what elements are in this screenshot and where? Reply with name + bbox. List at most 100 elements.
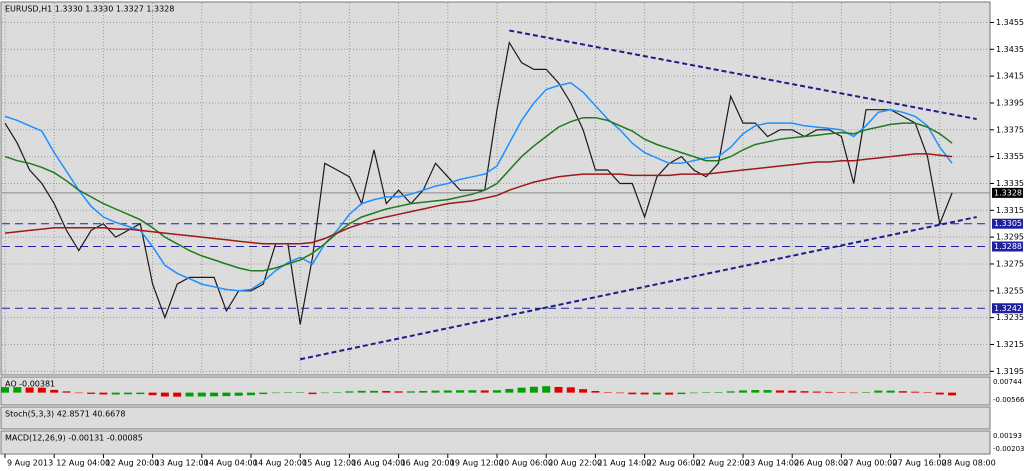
ao-bar [345, 391, 354, 393]
ao-bar [308, 392, 317, 395]
x-tick-label: 14 Aug 04:00 [204, 459, 258, 468]
ao-bar [726, 391, 735, 393]
x-tick-label: 26 Aug 08:00 [794, 459, 848, 468]
level-label: 1.3288 [994, 242, 1022, 251]
x-tick-label: 27 Aug 00:00 [843, 459, 897, 468]
y-tick-label: 1.3315 [996, 206, 1024, 215]
ao-bar [468, 390, 477, 393]
stoch-title: Stoch(5,3,3) 42.8571 40.6678 [5, 410, 125, 419]
indicator-tick-label: -0.00203 [993, 445, 1024, 453]
ao-bar [874, 390, 883, 393]
y-tick-label: 1.3455 [996, 18, 1024, 27]
ao-bar [566, 387, 575, 393]
ao-bar [456, 390, 465, 393]
x-tick-label: 20 Aug 22:00 [548, 459, 602, 468]
ao-bar [800, 391, 809, 393]
x-tick-label: 19 Aug 12:00 [450, 459, 504, 468]
price-line [4, 40, 953, 325]
ao-bar [529, 386, 538, 393]
y-tick-label: 1.3415 [996, 72, 1024, 81]
ao-bar [1, 387, 9, 393]
ao-bar [591, 390, 600, 393]
ao-bar [210, 392, 219, 397]
ao-bar [370, 390, 378, 393]
ao-bar [849, 392, 858, 394]
ao-bar [862, 392, 870, 393]
ao-bar [160, 392, 169, 397]
ao-bar [382, 390, 391, 393]
ao-bar [886, 390, 895, 393]
macd-title: MACD(12,26,9) -0.00131 -0.00085 [5, 434, 143, 443]
indicator-tick-label: 0.00193 [993, 432, 1022, 440]
ao-bar [554, 386, 563, 393]
ao-bar [320, 392, 329, 394]
macd-panel [0, 430, 991, 455]
main-panel [0, 1, 991, 376]
trendline [299, 216, 977, 361]
ao-bar [148, 392, 157, 396]
indicator-tick-label: 0.00744 [993, 378, 1022, 386]
ao-bar [111, 392, 120, 395]
ao-bar [259, 392, 268, 395]
x-tick-label: 12 Aug 04:00 [56, 459, 110, 468]
ao-bar [87, 392, 96, 394]
x-tick-label: 16 Aug 04:00 [351, 459, 405, 468]
ao-bar [775, 390, 784, 393]
y-tick-label: 1.3215 [996, 340, 1024, 349]
ao-bar [616, 392, 624, 394]
ao-bar [739, 390, 747, 393]
ao-bar [50, 389, 59, 393]
y-tick-label: 1.3195 [996, 367, 1024, 376]
ao-bar [911, 391, 920, 393]
x-tick-label: 20 Aug 06:00 [499, 459, 553, 468]
ao-bar [603, 392, 612, 393]
ao-bar [493, 390, 501, 393]
ao-bar [25, 387, 34, 393]
x-tick-label: 12 Aug 20:00 [105, 459, 159, 468]
ao-bar [333, 392, 342, 393]
ao-bar [505, 388, 514, 393]
x-tick-label: 22 Aug 22:00 [696, 459, 750, 468]
level-tag [992, 303, 1023, 314]
ao-bar [702, 392, 711, 393]
stoch-panel [0, 406, 991, 430]
ao-title: AO -0.00381 [5, 380, 55, 389]
y-tick-label: 1.3335 [996, 179, 1024, 188]
y-tick-label: 1.3275 [996, 259, 1024, 268]
ao-bar [394, 391, 403, 393]
ao-bar [357, 390, 366, 393]
x-tick-label: 16 Aug 20:00 [401, 459, 455, 468]
level-label: 1.3305 [994, 219, 1022, 228]
ao-bar [677, 392, 686, 395]
ao-bar [948, 392, 957, 396]
level-tag [992, 241, 1023, 252]
y-tick-label: 1.3295 [996, 233, 1024, 242]
plot-layer: 1.3455 1.3435 1.3415 1.3395 1.3375 1.3355 1.33… [1, 3, 1024, 468]
current-price-label: 1.3328 [994, 188, 1022, 197]
x-tick-label: 22 Aug 06:00 [647, 459, 701, 468]
x-tick-label: 21 Aug 14:00 [597, 459, 651, 468]
x-tick-label: 27 Aug 16:00 [893, 459, 947, 468]
moving-average [4, 81, 953, 292]
level-label: 1.3242 [994, 304, 1022, 313]
ao-bar [197, 392, 206, 397]
ao-bar [788, 390, 797, 393]
ao-bar [751, 390, 760, 393]
chart-title: EURUSD,H1 1.3330 1.3330 1.3327 1.3328 [5, 5, 174, 14]
y-tick-label: 1.3355 [996, 152, 1024, 161]
ao-bar [37, 387, 46, 393]
ao-bar [837, 392, 846, 393]
y-tick-label: 1.3375 [996, 125, 1024, 134]
ao-bar [74, 392, 83, 394]
y-tick-label: 1.3235 [996, 313, 1024, 322]
y-tick-label: 1.3435 [996, 45, 1024, 54]
y-tick-label: 1.3255 [996, 286, 1024, 295]
ao-bar [923, 392, 932, 393]
ao-bar [935, 392, 944, 395]
indicator-tick-label: -0.00566 [993, 396, 1024, 404]
ao-bar [173, 392, 182, 397]
x-tick-label: 9 Aug 2013 [7, 459, 53, 468]
ao-bar [714, 392, 723, 393]
ao-bar [222, 392, 231, 397]
